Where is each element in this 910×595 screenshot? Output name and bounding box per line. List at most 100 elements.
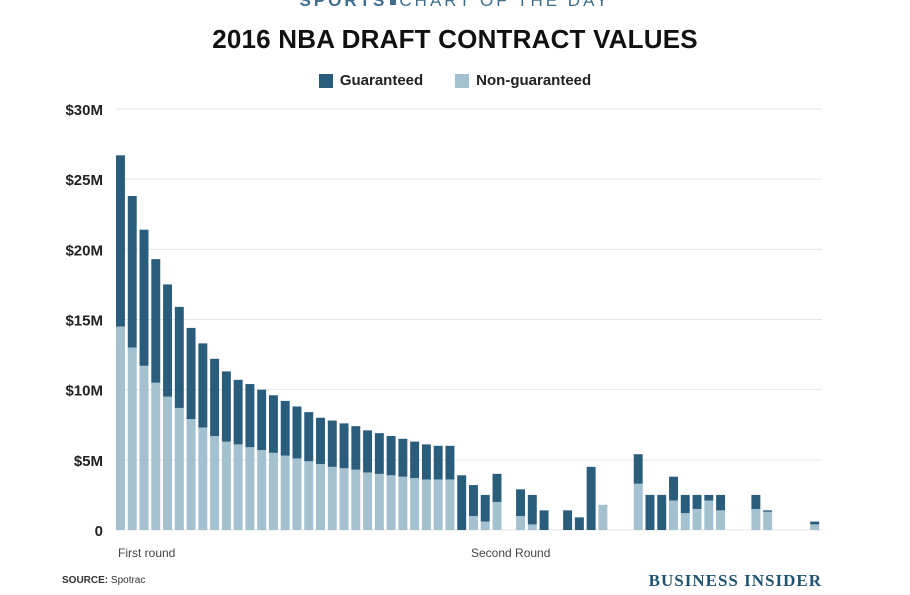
- bar-nonguaranteed-pick-23: [374, 473, 384, 530]
- bar-nonguaranteed-pick-26: [410, 478, 420, 530]
- bar-nonguaranteed-pick-6: [174, 407, 184, 530]
- bar-nonguaranteed-pick-12: [245, 447, 255, 530]
- bar-guaranteed-pick-41: [586, 466, 596, 530]
- bar-nonguaranteed-pick-5: [163, 396, 173, 530]
- bar-guaranteed-pick-9: [210, 358, 220, 436]
- bar-nonguaranteed-pick-51: [704, 500, 714, 530]
- bar-guaranteed-pick-49: [680, 494, 690, 514]
- y-tick-label-30: $30M: [65, 102, 103, 119]
- bar-nonguaranteed-pick-52: [716, 510, 726, 530]
- kicker-separator: [390, 0, 397, 5]
- bar-nonguaranteed-pick-35: [516, 515, 526, 530]
- bar-guaranteed-pick-31: [469, 485, 478, 516]
- bar-guaranteed-pick-2: [127, 196, 137, 348]
- bar-nonguaranteed-pick-25: [398, 476, 408, 530]
- legend-item-guaranteed: Guaranteed: [318, 72, 423, 89]
- bar-guaranteed-pick-17: [304, 412, 314, 462]
- bar-nonguaranteed-pick-7: [186, 419, 196, 530]
- bar-guaranteed-pick-35: [516, 489, 526, 516]
- bar-nonguaranteed-pick-4: [151, 382, 161, 530]
- bar-nonguaranteed-pick-27: [421, 479, 431, 530]
- bar-nonguaranteed-pick-3: [139, 365, 149, 530]
- bar-nonguaranteed-pick-9: [210, 435, 220, 530]
- bar-guaranteed-pick-51: [704, 494, 714, 501]
- bar-guaranteed-pick-46: [645, 494, 655, 530]
- source-value: Spotrac: [110, 575, 146, 586]
- bar-nonguaranteed-pick-16: [292, 458, 302, 530]
- y-tick-label-20: $20M: [65, 242, 103, 259]
- bar-guaranteed-pick-23: [374, 433, 384, 474]
- bar-guaranteed-pick-52: [716, 494, 726, 511]
- legend-swatch-non-guaranteed: [455, 73, 470, 88]
- bar-guaranteed-pick-21: [351, 426, 361, 470]
- bar-nonguaranteed-pick-45: [633, 483, 643, 530]
- source-label: SOURCE:: [62, 575, 109, 586]
- bar-guaranteed-pick-1: [116, 155, 125, 327]
- bar-nonguaranteed-pick-15: [280, 455, 290, 530]
- bar-guaranteed-pick-12: [245, 384, 255, 448]
- y-tick-label-15: $15M: [65, 313, 103, 330]
- source-note: SOURCE: Spotrac: [62, 575, 145, 586]
- bar-guaranteed-pick-7: [186, 327, 196, 420]
- y-tick-label-0: 0: [95, 523, 103, 540]
- bar-guaranteed-pick-29: [445, 445, 455, 480]
- legend-swatch-guaranteed: [318, 73, 333, 88]
- bar-guaranteed-pick-32: [480, 494, 490, 522]
- bar-guaranteed-pick-18: [316, 417, 325, 465]
- bar-nonguaranteed-pick-19: [327, 466, 337, 530]
- bar-guaranteed-pick-40: [574, 517, 584, 530]
- y-tick-label-5: $5M: [74, 453, 103, 470]
- bar-guaranteed-pick-55: [751, 494, 761, 509]
- bar-nonguaranteed-pick-60: [810, 524, 820, 530]
- bar-guaranteed-pick-11: [233, 379, 243, 445]
- bar-guaranteed-pick-30: [457, 475, 467, 530]
- bar-nonguaranteed-pick-8: [198, 427, 208, 530]
- bar-guaranteed-pick-6: [174, 306, 184, 408]
- bar-guaranteed-pick-45: [633, 454, 643, 484]
- bar-nonguaranteed-pick-29: [445, 479, 455, 530]
- bar-nonguaranteed-pick-48: [669, 500, 678, 530]
- bar-guaranteed-pick-5: [163, 284, 173, 397]
- bar-guaranteed-pick-8: [198, 343, 208, 428]
- x-group-label-second-round: Second Round: [471, 546, 550, 560]
- bar-guaranteed-pick-10: [221, 371, 231, 442]
- chart-kicker: SPORTS CHART OF THE DAY: [0, 0, 910, 11]
- publisher-logo: BUSINESS INSIDER: [648, 571, 822, 590]
- chart-legend: Guaranteed Non-guaranteed: [0, 72, 910, 89]
- bar-guaranteed-pick-50: [692, 494, 702, 509]
- bar-nonguaranteed-pick-33: [492, 501, 502, 530]
- bar-guaranteed-pick-13: [257, 389, 267, 451]
- bar-nonguaranteed-pick-55: [751, 508, 761, 530]
- bar-nonguaranteed-pick-28: [433, 479, 443, 530]
- bar-nonguaranteed-pick-49: [680, 513, 690, 530]
- bar-nonguaranteed-pick-18: [316, 464, 325, 530]
- y-tick-label-25: $25M: [65, 172, 103, 189]
- bar-guaranteed-pick-26: [410, 441, 420, 479]
- bar-guaranteed-pick-15: [280, 400, 290, 456]
- bar-nonguaranteed-pick-10: [221, 441, 231, 530]
- bar-nonguaranteed-pick-56: [763, 511, 773, 530]
- bar-guaranteed-pick-39: [563, 510, 573, 530]
- bar-guaranteed-pick-36: [527, 494, 537, 525]
- legend-label-non-guaranteed: Non-guaranteed: [476, 72, 592, 89]
- bar-nonguaranteed-pick-20: [339, 468, 349, 530]
- bar-guaranteed-pick-24: [386, 435, 396, 476]
- bar-nonguaranteed-pick-24: [386, 475, 396, 530]
- x-group-label-first-round: First round: [118, 546, 175, 560]
- kicker-chart-of-the-day: CHART OF THE DAY: [399, 0, 611, 10]
- bar-nonguaranteed-pick-50: [692, 508, 702, 530]
- bar-guaranteed-pick-20: [339, 423, 349, 469]
- bar-nonguaranteed-pick-1: [116, 326, 125, 530]
- bar-guaranteed-pick-27: [421, 444, 431, 480]
- bar-guaranteed-pick-25: [398, 438, 408, 477]
- bar-nonguaranteed-pick-14: [268, 452, 278, 530]
- bar-guaranteed-pick-56: [763, 510, 773, 512]
- bar-guaranteed-pick-3: [139, 229, 149, 366]
- bar-nonguaranteed-pick-2: [127, 347, 137, 530]
- bar-nonguaranteed-pick-31: [469, 515, 478, 530]
- bar-nonguaranteed-pick-21: [351, 469, 361, 530]
- bar-guaranteed-pick-22: [363, 430, 373, 473]
- bar-nonguaranteed-pick-32: [480, 521, 490, 530]
- kicker-sports: SPORTS: [299, 0, 388, 10]
- bar-guaranteed-pick-48: [669, 476, 678, 501]
